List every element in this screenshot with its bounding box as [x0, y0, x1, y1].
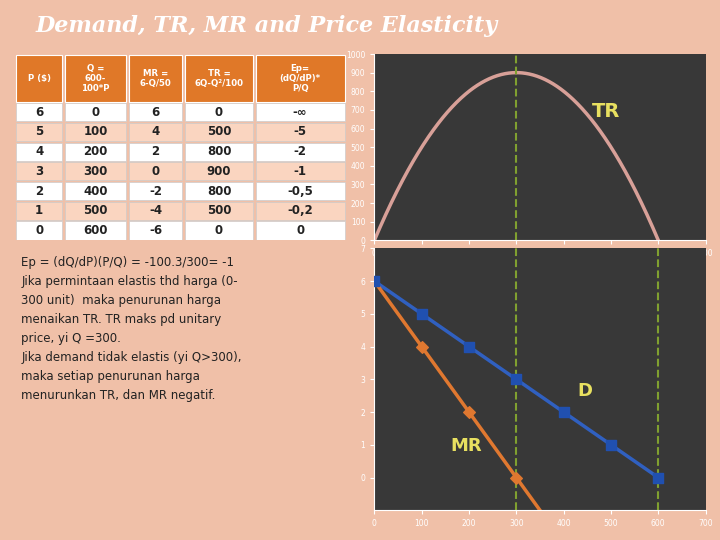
- FancyBboxPatch shape: [129, 103, 182, 122]
- Text: TR: TR: [592, 103, 621, 122]
- FancyBboxPatch shape: [66, 221, 126, 240]
- Text: 0: 0: [151, 165, 160, 178]
- Text: 4: 4: [151, 125, 160, 138]
- Text: 0: 0: [296, 224, 305, 237]
- FancyBboxPatch shape: [185, 123, 253, 141]
- Text: Ep=
(dQ/dP)*
P/Q: Ep= (dQ/dP)* P/Q: [279, 64, 320, 93]
- FancyBboxPatch shape: [185, 55, 253, 102]
- Text: P ($): P ($): [27, 74, 50, 83]
- FancyBboxPatch shape: [256, 221, 345, 240]
- Text: Ep = (dQ/dP)(P/Q) = -100.3/300= -1
Jika permintaan elastis thd harga (0-
300 uni: Ep = (dQ/dP)(P/Q) = -100.3/300= -1 Jika …: [22, 256, 242, 402]
- Text: MR =
6-Q/50: MR = 6-Q/50: [140, 69, 171, 87]
- FancyBboxPatch shape: [256, 182, 345, 200]
- Point: [606, 441, 617, 449]
- FancyBboxPatch shape: [185, 103, 253, 122]
- Text: Q =
600-
100*P: Q = 600- 100*P: [81, 64, 109, 93]
- FancyBboxPatch shape: [16, 162, 63, 180]
- FancyBboxPatch shape: [185, 182, 253, 200]
- Text: -0,5: -0,5: [287, 185, 313, 198]
- Text: D: D: [578, 382, 593, 400]
- Text: 6: 6: [151, 106, 160, 119]
- Point: [558, 539, 570, 540]
- FancyBboxPatch shape: [129, 182, 182, 200]
- Text: 400: 400: [84, 185, 108, 198]
- FancyBboxPatch shape: [185, 143, 253, 161]
- Text: 2: 2: [151, 145, 160, 158]
- Text: -4: -4: [149, 204, 162, 217]
- Point: [463, 342, 474, 351]
- Text: 0: 0: [215, 224, 223, 237]
- Text: -2: -2: [149, 185, 162, 198]
- Text: -∞: -∞: [293, 106, 307, 119]
- Text: 800: 800: [207, 145, 231, 158]
- Point: [510, 375, 522, 383]
- FancyBboxPatch shape: [256, 55, 345, 102]
- Text: TR =
6Q-Q²/100: TR = 6Q-Q²/100: [194, 69, 243, 87]
- Text: 0: 0: [215, 106, 223, 119]
- Text: 500: 500: [84, 204, 108, 217]
- FancyBboxPatch shape: [129, 143, 182, 161]
- Text: 500: 500: [207, 204, 231, 217]
- FancyBboxPatch shape: [16, 143, 63, 161]
- Text: 200: 200: [84, 145, 108, 158]
- Text: 5: 5: [35, 125, 43, 138]
- Text: 0: 0: [35, 224, 43, 237]
- FancyBboxPatch shape: [129, 221, 182, 240]
- Text: -2: -2: [294, 145, 307, 158]
- FancyBboxPatch shape: [16, 201, 63, 220]
- FancyBboxPatch shape: [66, 162, 126, 180]
- FancyBboxPatch shape: [256, 123, 345, 141]
- Text: -0,2: -0,2: [287, 204, 313, 217]
- Point: [463, 408, 474, 416]
- Text: 0: 0: [91, 106, 99, 119]
- Text: 1: 1: [35, 204, 43, 217]
- FancyBboxPatch shape: [66, 201, 126, 220]
- FancyBboxPatch shape: [256, 162, 345, 180]
- Point: [510, 473, 522, 482]
- Text: MR: MR: [450, 437, 482, 455]
- FancyBboxPatch shape: [185, 221, 253, 240]
- FancyBboxPatch shape: [256, 201, 345, 220]
- FancyBboxPatch shape: [129, 55, 182, 102]
- Text: Demand, TR, MR and Price Elasticity: Demand, TR, MR and Price Elasticity: [35, 15, 498, 37]
- FancyBboxPatch shape: [16, 182, 63, 200]
- FancyBboxPatch shape: [16, 221, 63, 240]
- FancyBboxPatch shape: [185, 201, 253, 220]
- Text: 3: 3: [35, 165, 43, 178]
- Text: 500: 500: [207, 125, 231, 138]
- Text: 2: 2: [35, 185, 43, 198]
- Text: 900: 900: [207, 165, 231, 178]
- Point: [558, 408, 570, 416]
- FancyBboxPatch shape: [66, 103, 126, 122]
- FancyBboxPatch shape: [256, 143, 345, 161]
- Text: -1: -1: [294, 165, 307, 178]
- Text: -5: -5: [294, 125, 307, 138]
- Text: 800: 800: [207, 185, 231, 198]
- FancyBboxPatch shape: [256, 103, 345, 122]
- FancyBboxPatch shape: [66, 123, 126, 141]
- FancyBboxPatch shape: [16, 123, 63, 141]
- Text: -6: -6: [149, 224, 162, 237]
- FancyBboxPatch shape: [185, 162, 253, 180]
- Text: 100: 100: [84, 125, 108, 138]
- Point: [652, 473, 664, 482]
- Text: 600: 600: [84, 224, 108, 237]
- Point: [416, 309, 428, 318]
- Point: [369, 277, 380, 286]
- FancyBboxPatch shape: [16, 103, 63, 122]
- FancyBboxPatch shape: [16, 55, 63, 102]
- Text: 300: 300: [84, 165, 108, 178]
- FancyBboxPatch shape: [129, 162, 182, 180]
- FancyBboxPatch shape: [66, 55, 126, 102]
- FancyBboxPatch shape: [129, 123, 182, 141]
- Text: 6: 6: [35, 106, 43, 119]
- Point: [416, 342, 428, 351]
- FancyBboxPatch shape: [66, 143, 126, 161]
- FancyBboxPatch shape: [129, 201, 182, 220]
- FancyBboxPatch shape: [66, 182, 126, 200]
- Text: 4: 4: [35, 145, 43, 158]
